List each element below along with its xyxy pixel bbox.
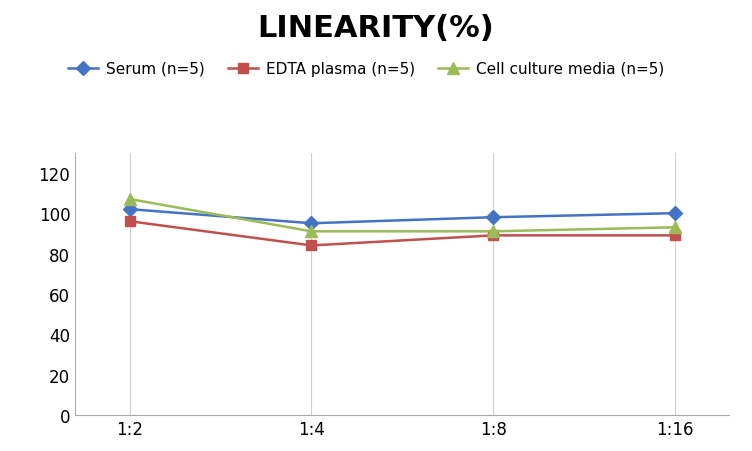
Serum (n=5) [489, 215, 498, 221]
Legend: Serum (n=5), EDTA plasma (n=5), Cell culture media (n=5): Serum (n=5), EDTA plasma (n=5), Cell cul… [68, 62, 664, 77]
Serum (n=5) [671, 211, 680, 216]
EDTA plasma (n=5) [671, 233, 680, 239]
Line: Cell culture media (n=5): Cell culture media (n=5) [124, 194, 681, 237]
EDTA plasma (n=5) [125, 219, 134, 225]
Cell culture media (n=5) [671, 225, 680, 230]
Line: EDTA plasma (n=5): EDTA plasma (n=5) [125, 217, 680, 251]
Serum (n=5) [307, 221, 316, 226]
Line: Serum (n=5): Serum (n=5) [125, 205, 680, 229]
Cell culture media (n=5) [489, 229, 498, 235]
Serum (n=5) [125, 207, 134, 212]
Text: LINEARITY(%): LINEARITY(%) [258, 14, 494, 42]
Cell culture media (n=5) [125, 197, 134, 202]
EDTA plasma (n=5) [489, 233, 498, 239]
Cell culture media (n=5) [307, 229, 316, 235]
EDTA plasma (n=5) [307, 243, 316, 249]
